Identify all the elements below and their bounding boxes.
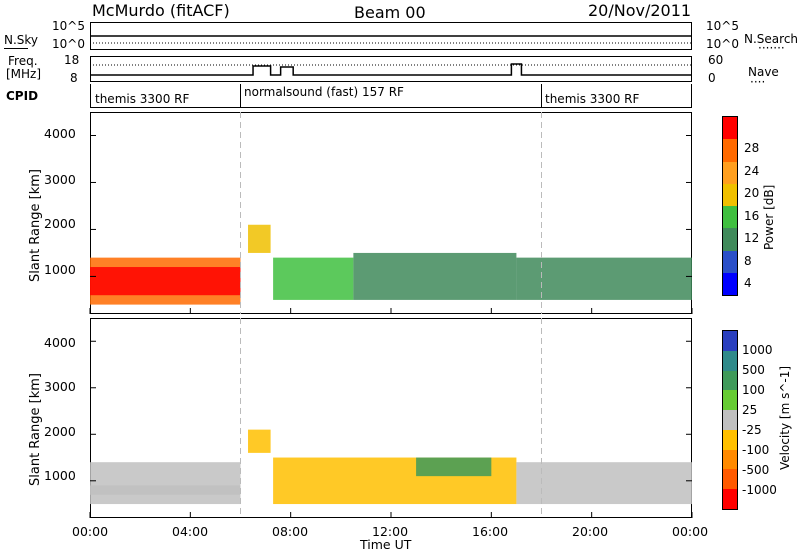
nave-dots: ····	[750, 75, 766, 89]
xtick-0800: 08:00	[272, 524, 309, 539]
velocity-cbar-segment-0	[723, 331, 737, 351]
velocity-cbar-segment-3	[723, 390, 737, 411]
velocity-cbar-tick-m25: -25	[742, 423, 762, 437]
power-region-2	[248, 224, 271, 253]
noise-left-top-tick: 10^5	[52, 19, 85, 33]
power-cbar-tick-28: 28	[744, 141, 760, 155]
velocity-cbar-segment-6	[723, 449, 737, 470]
cpid-label: CPID	[6, 89, 39, 103]
velocity-cbar-tick-m100: -100	[742, 443, 770, 457]
power-cbar-tick-8: 8	[744, 254, 752, 268]
xtick-1200: 12:00	[372, 524, 409, 539]
cpid-segment-2: normalsound (fast) 157 RF	[244, 85, 404, 99]
velocity-region-2	[248, 429, 271, 453]
power-ytick-4000: 4000	[44, 126, 76, 141]
velocity-cbar-tick-500: 500	[742, 363, 765, 377]
cpid-divider-1	[240, 84, 241, 108]
power-cbar-segment-0	[723, 272, 737, 295]
velocity-region-1	[90, 485, 241, 505]
xtick-0400: 04:00	[172, 524, 209, 539]
power-region-3	[273, 257, 354, 300]
velocity-region-4	[416, 457, 492, 477]
velocity-cbar-segment-1	[723, 350, 737, 371]
cpid-segment-3: themis 3300 RF	[545, 92, 640, 106]
velocity-region-5	[516, 462, 692, 505]
power-region-4	[353, 252, 517, 300]
power-cbar-segment-1	[723, 250, 737, 273]
frequency-panel	[90, 56, 692, 82]
power-cbar-tick-16: 16	[744, 209, 760, 223]
frequency-trace	[90, 63, 692, 76]
power-colorbar	[722, 116, 738, 296]
power-region-5	[516, 257, 692, 300]
power-cbar-tick-12: 12	[744, 231, 760, 245]
cpid-segment-1: themis 3300 RF	[95, 92, 190, 106]
freq-right-bottom-tick: 0	[708, 71, 716, 85]
power-cbar-segment-2	[723, 228, 737, 251]
power-ytick-2000: 2000	[44, 216, 76, 231]
noise-right-top-tick: 10^5	[706, 19, 739, 33]
velocity-ytick-4000: 4000	[44, 335, 76, 350]
velocity-cbar-tick-25: 25	[742, 403, 758, 417]
nave-label: Nave	[748, 65, 779, 79]
velocity-cbar-segment-4	[723, 410, 737, 430]
power-cbar-tick-24: 24	[744, 164, 760, 178]
xtick-2000: 20:00	[572, 524, 609, 539]
power-cbar-segment-3	[723, 206, 737, 229]
power-ytick-1000: 1000	[44, 262, 76, 277]
velocity-cbar-tick-m1000: -1000	[742, 483, 777, 497]
freq-right-top-tick: 60	[708, 53, 724, 67]
cpid-divider-2	[541, 84, 542, 108]
beam-title: Beam 00	[354, 3, 426, 22]
cpid-panel	[90, 84, 692, 108]
nsearch-dots: ·······	[758, 41, 785, 55]
xtick-0000: 00:00	[72, 524, 109, 539]
velocity-colorbar	[722, 330, 738, 510]
nsky-label: N.Sky	[4, 33, 39, 47]
freq-label: Freq.	[8, 54, 38, 68]
freq-left-bottom-tick: 8	[70, 71, 78, 85]
velocity-cbar-segment-8	[723, 489, 737, 509]
velocity-cbar-segment-5	[723, 429, 737, 450]
power-ytick-3000: 3000	[44, 172, 76, 187]
velocity-ytick-3000: 3000	[44, 379, 76, 394]
velocity-cbar-tick-1000: 1000	[742, 343, 773, 357]
velocity-cbar-segment-7	[723, 469, 737, 490]
xtick-1600: 16:00	[472, 524, 509, 539]
velocity-ytick-2000: 2000	[44, 424, 76, 439]
power-cbar-segment-7	[723, 117, 737, 140]
noise-left-bottom-tick: 10^0	[52, 37, 85, 51]
velocity-ytick-1000: 1000	[44, 468, 76, 483]
noise-right-bottom-tick: 10^0	[706, 37, 739, 51]
power-cbar-segment-6	[723, 139, 737, 162]
xlabel: Time UT	[360, 537, 412, 552]
freq-unit-label: [MHz]	[6, 67, 42, 81]
velocity-cbar-tick-100: 100	[742, 383, 765, 397]
power-cbar-tick-4: 4	[744, 276, 752, 290]
date-title: 20/Nov/2011	[588, 1, 692, 20]
nsearch-label: N.Search	[744, 32, 799, 46]
power-cbar-segment-5	[723, 161, 737, 184]
station-title: McMurdo (fitACF)	[92, 1, 230, 20]
nsky-line-key	[4, 48, 28, 49]
xtick-2400: 00:00	[672, 524, 709, 539]
velocity-cbar-segment-2	[723, 370, 737, 391]
freq-left-top-tick: 18	[64, 53, 80, 67]
velocity-cbar-tick-m500: -500	[742, 463, 770, 477]
power-region-1	[90, 267, 241, 296]
power-cbar-tick-20: 20	[744, 186, 760, 200]
power-cbar-segment-4	[723, 183, 737, 206]
